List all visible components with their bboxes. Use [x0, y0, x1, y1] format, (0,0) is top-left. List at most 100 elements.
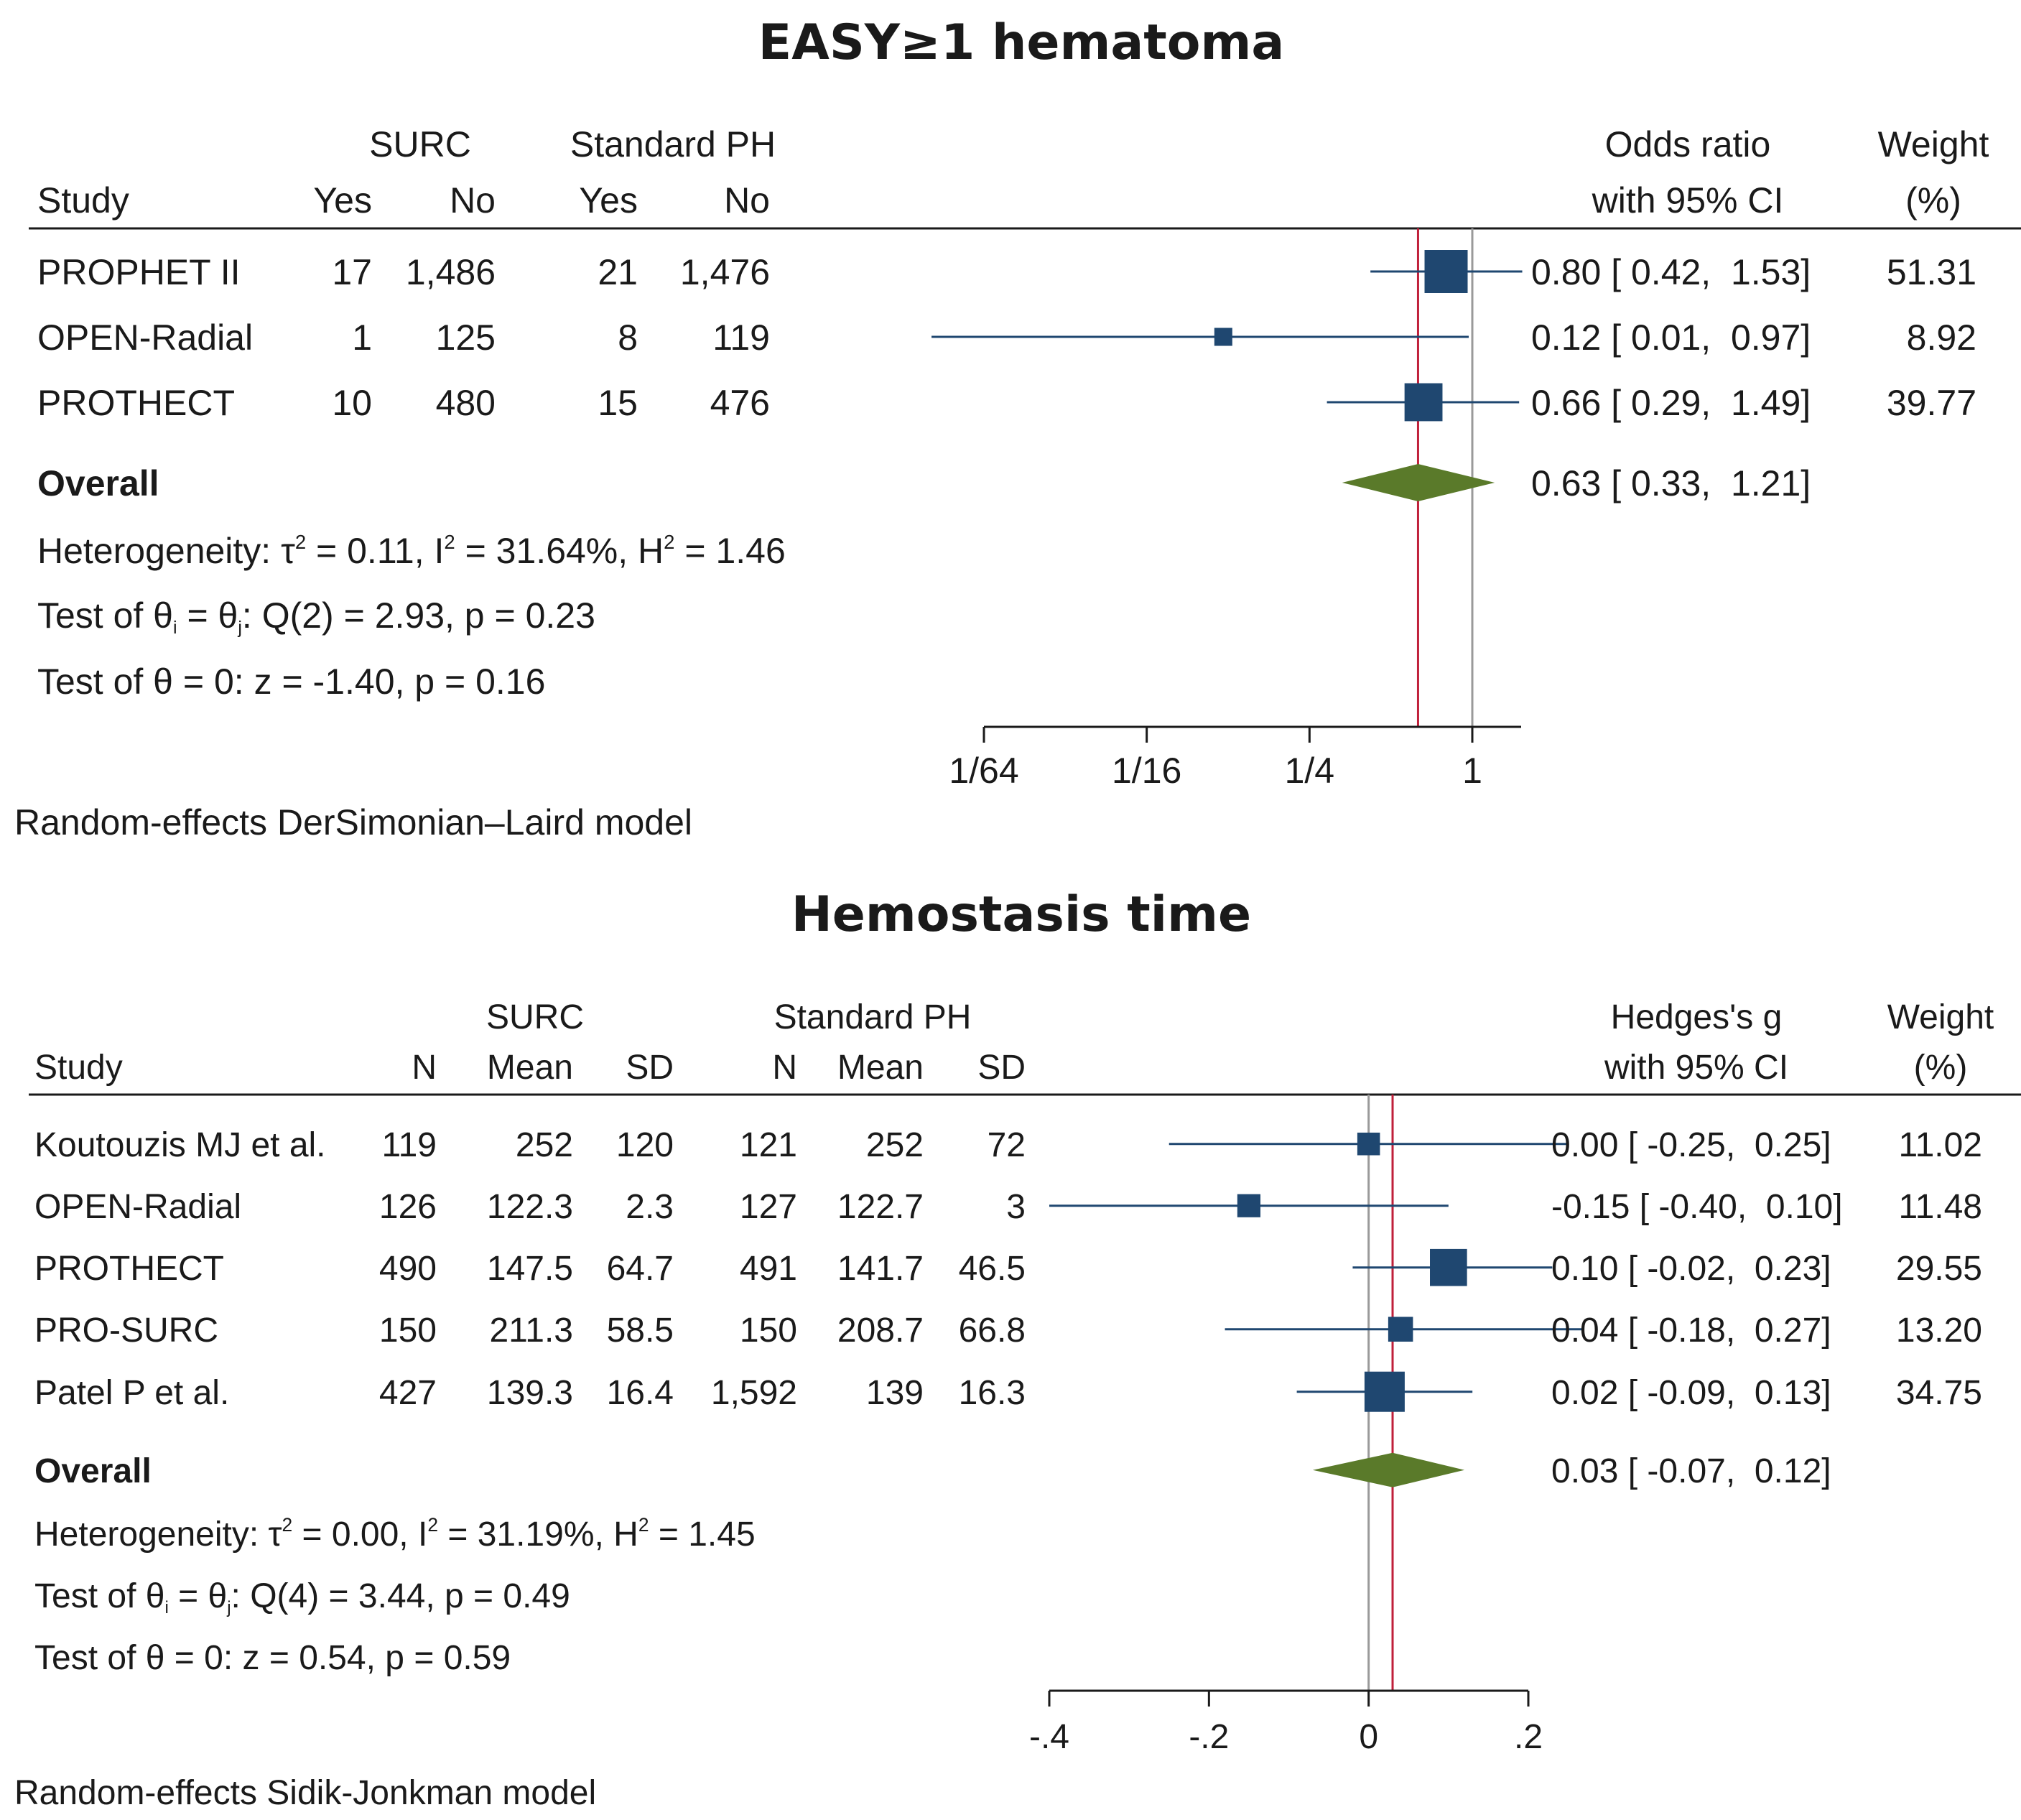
study-cell: 147.5	[487, 1250, 573, 1288]
effect-ci-text: 0.00 [ -0.25, 0.25]	[1551, 1126, 1831, 1164]
study-cell: 490	[379, 1250, 437, 1288]
study-cell: 211.3	[489, 1311, 573, 1350]
study-cell: 139.3	[487, 1374, 573, 1412]
het-sup: 2	[282, 1514, 292, 1536]
het-sup: 2	[638, 1514, 649, 1536]
study-cell: 476	[710, 383, 770, 423]
study-row: PROTHECT 10 480 15 476 0.66 [ 0.29, 1.49] 39.7…	[37, 383, 1976, 423]
het-tau2: = 0.00, I	[292, 1515, 427, 1554]
study-row: OPEN-Radial 126 122.3 2.3 127 122.7 3 -0.15 [ -…	[34, 1188, 1982, 1226]
study-row: Koutouzis MJ et al. 119 252 120 121 252 72 0.00…	[34, 1126, 1982, 1164]
weight-header: Weight	[1878, 124, 1989, 164]
effect-header: with 95% CI	[1604, 1049, 1788, 1087]
q-part: : Q(4) = 3.44, p = 0.49	[231, 1577, 570, 1615]
study-cell: 126	[379, 1188, 437, 1226]
study-cell: 1,592	[711, 1374, 797, 1412]
study-marker	[1424, 250, 1468, 293]
study-cell: 150	[740, 1311, 797, 1350]
study-name: Patel P et al.	[34, 1374, 229, 1412]
overall-label: Overall	[37, 463, 159, 503]
study-cell: 8	[618, 317, 638, 358]
study-cell: 119	[381, 1126, 437, 1164]
x-axis: 1/64 1/16 1/4 1	[949, 725, 1521, 791]
study-cell: 3	[1006, 1188, 1026, 1226]
study-cell: 1	[352, 317, 372, 358]
study-row: Patel P et al. 427 139.3 16.4 1,592 139 16.3 0.…	[34, 1371, 1982, 1412]
study-row: PROPHET II 17 1,486 21 1,476 0.80 [ 0.42, 1.5…	[37, 250, 1976, 293]
het-prefix: Heterogeneity: τ	[34, 1515, 282, 1554]
study-cell: 122.3	[487, 1188, 573, 1226]
study-marker	[1404, 383, 1443, 422]
study-cell: 427	[379, 1374, 437, 1412]
column-header: Study	[37, 180, 129, 220]
weight-value: 34.75	[1896, 1374, 1982, 1412]
study-cell: 139	[866, 1374, 924, 1412]
column-header: Study	[34, 1049, 123, 1087]
q-part: = θ	[169, 1577, 227, 1615]
effect-ci-text: 0.66 [ 0.29, 1.49]	[1531, 383, 1811, 423]
study-marker	[1388, 1317, 1413, 1342]
het-sup: 2	[444, 531, 455, 553]
study-name: Koutouzis MJ et al.	[34, 1126, 326, 1164]
study-row: PROTHECT 490 147.5 64.7 491 141.7 46.5 0.10 [ -…	[34, 1248, 1982, 1288]
effect-ci-text: -0.15 [ -0.40, 0.10]	[1551, 1188, 1843, 1226]
weight-value: 29.55	[1896, 1250, 1982, 1288]
column-header: N	[772, 1049, 797, 1087]
chart-title: Hemostasis time	[791, 886, 1251, 943]
x-tick-label: .2	[1514, 1718, 1543, 1756]
study-cell: 125	[436, 317, 496, 358]
column-header: SD	[626, 1049, 674, 1087]
x-tick-label: 0	[1359, 1718, 1378, 1756]
q-part: Test of θ	[34, 1577, 164, 1615]
study-cell: 1,486	[406, 252, 496, 292]
q-part: : Q(2) = 2.93, p = 0.23	[242, 595, 595, 636]
column-header: No	[450, 180, 496, 220]
effect-ci-text: 0.12 [ 0.01, 0.97]	[1531, 317, 1811, 358]
study-name: PRO-SURC	[34, 1311, 218, 1350]
overall-effect-test: Test of θ = 0: z = 0.54, p = 0.59	[34, 1639, 511, 1677]
study-marker	[1364, 1371, 1405, 1412]
study-cell: 58.5	[607, 1311, 674, 1350]
weight-value: 11.02	[1898, 1126, 1982, 1164]
study-cell: 121	[740, 1126, 797, 1164]
weight-value: 51.31	[1887, 252, 1976, 292]
study-cell: 141.7	[837, 1250, 924, 1288]
x-tick-label: -.4	[1029, 1718, 1069, 1756]
study-name: OPEN-Radial	[34, 1188, 241, 1226]
study-cell: 10	[332, 383, 372, 423]
study-cell: 1,476	[680, 252, 770, 292]
overall-label: Overall	[34, 1452, 152, 1490]
homogeneity-test: Test of θi = θj: Q(2) = 2.93, p = 0.23	[37, 595, 595, 638]
column-header: Yes	[313, 180, 372, 220]
effect-ci-text: 0.80 [ 0.42, 1.53]	[1531, 252, 1811, 292]
study-cell: 480	[436, 383, 496, 423]
study-cell: 2.3	[626, 1188, 674, 1226]
effect-header: Hedges's g	[1611, 998, 1783, 1036]
overall-ci-text: 0.63 [ 0.33, 1.21]	[1531, 463, 1811, 503]
q-part: = θ	[177, 595, 238, 636]
weight-value: 39.77	[1887, 383, 1976, 423]
study-cell: 150	[379, 1311, 437, 1350]
overall-row: Overall 0.63 [ 0.33, 1.21]	[37, 463, 1811, 503]
overall-diamond	[1342, 464, 1495, 501]
effect-ci-text: 0.04 [ -0.18, 0.27]	[1551, 1311, 1831, 1350]
weight-value: 11.48	[1898, 1188, 1982, 1226]
q-sub: i	[164, 1598, 168, 1617]
group-header: Standard PH	[774, 998, 972, 1036]
study-cell: 15	[598, 383, 638, 423]
q-sub: j	[226, 1598, 231, 1617]
study-cell: 66.8	[959, 1311, 1026, 1350]
study-name: OPEN-Radial	[37, 317, 253, 358]
study-cell: 208.7	[837, 1311, 924, 1350]
effect-ci-text: 0.10 [ -0.02, 0.23]	[1551, 1250, 1831, 1288]
column-header: N	[412, 1049, 437, 1087]
study-row: PRO-SURC 150 211.3 58.5 150 208.7 66.8 0.04 [ -…	[34, 1311, 1982, 1350]
study-cell: 127	[740, 1188, 797, 1226]
chart-title: EASY≥1 hematoma	[758, 14, 1285, 71]
x-tick-label: 1/64	[949, 751, 1018, 791]
study-marker	[1357, 1132, 1380, 1156]
study-cell: 72	[988, 1126, 1026, 1164]
effect-header: Odds ratio	[1605, 124, 1771, 164]
study-cell: 120	[616, 1126, 674, 1164]
study-cell: 491	[740, 1250, 797, 1288]
